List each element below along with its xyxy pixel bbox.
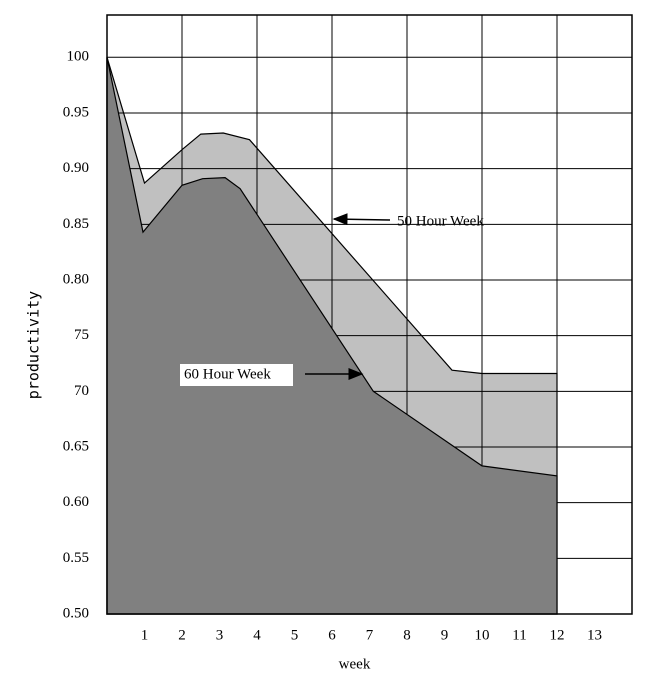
y-tick-label: 70	[74, 383, 89, 399]
x-tick-label: 7	[366, 627, 374, 643]
y-tick-label: 0.90	[63, 160, 89, 176]
annotation: 50 Hour Week	[397, 213, 484, 229]
x-tick-label: 8	[403, 627, 411, 643]
x-tick-label: 11	[512, 627, 526, 643]
y-tick-label: 0.95	[63, 104, 89, 120]
y-tick-label: 0.60	[63, 494, 89, 510]
y-tick-label: 0.55	[63, 550, 89, 566]
x-tick-label: 12	[550, 627, 565, 643]
y-tick-label: 0.65	[63, 438, 89, 454]
x-tick-label: 1	[141, 627, 149, 643]
y-tick-label: 0.80	[63, 271, 89, 287]
x-axis-label: week	[339, 656, 371, 672]
x-tick-label: 2	[178, 627, 186, 643]
x-tick-label: 13	[587, 627, 602, 643]
x-tick-label: 6	[328, 627, 336, 643]
x-tick-label: 10	[475, 627, 490, 643]
y-tick-label: 100	[67, 49, 90, 65]
annotation-bg	[180, 364, 293, 386]
plot-border	[106, 14, 633, 615]
x-tick-label: 4	[253, 627, 261, 643]
annotation: 60 Hour Week	[184, 366, 271, 382]
x-tick-label: 9	[441, 627, 449, 643]
annotation-arrow	[332, 213, 391, 226]
x-tick-label: 3	[216, 627, 224, 643]
y-tick-label: 75	[74, 327, 89, 343]
x-tick-label: 5	[291, 627, 299, 643]
y-tick-label: 0.85	[63, 216, 89, 232]
y-axis-label: productivity	[25, 291, 43, 399]
y-tick-label: 0.50	[63, 605, 89, 621]
